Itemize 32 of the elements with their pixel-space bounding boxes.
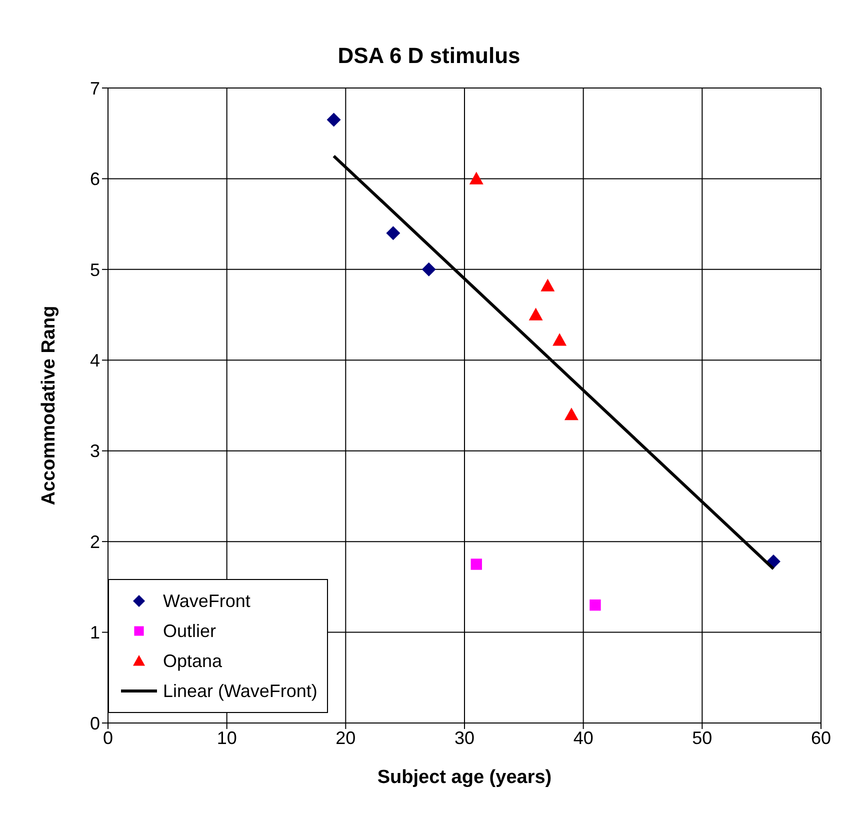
point <box>528 308 543 320</box>
point <box>386 226 400 240</box>
y-tick-label: 2 <box>90 532 100 552</box>
point <box>469 172 484 184</box>
y-tick-label: 4 <box>90 350 100 371</box>
point <box>564 408 578 420</box>
point <box>326 112 341 127</box>
point <box>422 262 436 276</box>
y-tick-label: 3 <box>90 441 100 462</box>
x-axis-title: Subject age (years) <box>377 767 552 788</box>
legend-label: WaveFront <box>163 590 250 612</box>
legend-label: Outlier <box>163 620 216 642</box>
x-tick-label: 0 <box>102 728 114 748</box>
y-tick-label: 0 <box>90 713 100 734</box>
x-tick-label: 20 <box>336 728 356 748</box>
y-axis-title: Accommodative Rang <box>38 306 60 506</box>
legend-label: Linear (WaveFront) <box>163 680 318 702</box>
y-tick-label: 5 <box>90 260 100 280</box>
point <box>552 333 567 346</box>
x-tick-label: 50 <box>692 728 712 748</box>
y-tick-label: 6 <box>90 169 100 190</box>
chart-title: DSA 6 D stimulus <box>338 43 520 68</box>
y-tick-label: 1 <box>90 622 100 643</box>
point <box>590 599 601 611</box>
point <box>470 558 482 570</box>
x-tick-label: 60 <box>810 728 832 748</box>
legend-label: Optana <box>163 650 222 672</box>
y-tick-label: 7 <box>90 78 100 98</box>
x-tick-label: 10 <box>216 728 237 748</box>
x-tick-label: 30 <box>454 728 475 748</box>
point <box>540 278 555 292</box>
x-tick-label: 40 <box>573 728 594 748</box>
